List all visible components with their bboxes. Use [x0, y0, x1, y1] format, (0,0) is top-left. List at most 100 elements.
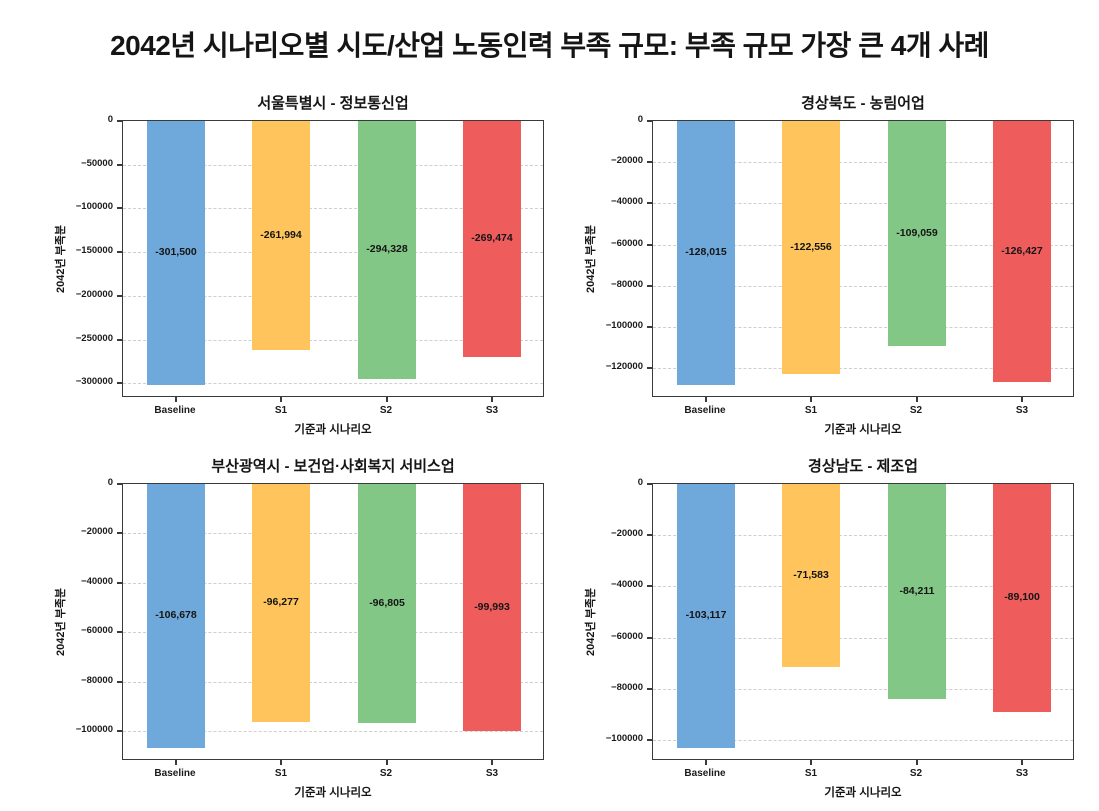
x-tick-label: S2	[379, 768, 393, 779]
bar-baseline	[677, 121, 735, 385]
bar-s2	[888, 121, 946, 346]
bar-value-label: -122,556	[790, 241, 832, 253]
x-tick-mark	[1021, 397, 1023, 402]
bar-s2	[358, 484, 416, 723]
y-tick-label: −80000	[611, 682, 643, 693]
subplot-title: 부산광역시 - 보건업·사회복지 서비스업	[211, 458, 455, 475]
y-axis-label: 2042년 부족분	[55, 587, 67, 656]
x-tick-mark	[1021, 760, 1023, 765]
subplot-1: 서울특별시 - 정보통신업 -301,500 -261,994 -294,328 -26…	[38, 84, 560, 439]
gridline	[123, 296, 543, 297]
y-tick-label: −60000	[611, 631, 643, 642]
subplot-title: 경상남도 - 제조업	[808, 458, 918, 475]
y-tick-label: 0	[637, 114, 643, 125]
gridline	[123, 731, 543, 732]
y-tick-mark	[647, 244, 652, 246]
x-axis-label: 기준과 시나리오	[294, 424, 372, 436]
y-tick-mark	[647, 285, 652, 287]
y-tick-mark	[117, 382, 122, 384]
gridline	[123, 165, 543, 166]
x-tick-mark	[491, 397, 493, 402]
subplot-3: 부산광역시 - 보건업·사회복지 서비스업 -106,678 -96,277 -96,…	[38, 447, 560, 802]
bar-value-label: -126,427	[1001, 245, 1043, 257]
y-tick-label: −20000	[81, 526, 113, 537]
gridline	[123, 252, 543, 253]
y-tick-label: 0	[107, 477, 113, 488]
y-tick-mark	[117, 339, 122, 341]
x-tick-label: S3	[485, 768, 499, 779]
bar-s3	[993, 484, 1051, 712]
bar-value-label: -96,805	[369, 597, 405, 609]
gridline	[123, 583, 543, 584]
y-tick-label: −250000	[75, 333, 113, 344]
plot-area: -301,500 -261,994 -294,328 -269,474	[122, 120, 544, 397]
y-tick-mark	[117, 631, 122, 633]
y-axis-label: 2042년 부족분	[585, 587, 597, 656]
y-tick-label: −120000	[605, 361, 643, 372]
gridline	[653, 245, 1073, 246]
x-axis-label: 기준과 시나리오	[824, 424, 902, 436]
plot-area: -128,015 -122,556 -109,059 -126,427	[652, 120, 1074, 397]
x-tick-label: S1	[804, 405, 818, 416]
x-tick-mark	[175, 397, 177, 402]
y-tick-label: −150000	[75, 245, 113, 256]
x-tick-label: Baseline	[684, 405, 726, 416]
y-tick-mark	[117, 207, 122, 209]
y-tick-label: −200000	[75, 289, 113, 300]
bar-value-label: -269,474	[471, 232, 513, 244]
gridline	[123, 208, 543, 209]
bar-value-label: -106,678	[155, 609, 197, 621]
plot-area: -106,678 -96,277 -96,805 -99,993	[122, 483, 544, 760]
x-tick-label: Baseline	[154, 768, 196, 779]
y-tick-mark	[647, 161, 652, 163]
x-tick-mark	[705, 397, 707, 402]
y-tick-mark	[647, 120, 652, 122]
bar-s1	[252, 484, 310, 722]
gridline	[653, 286, 1073, 287]
bar-s2	[358, 121, 416, 379]
bar-value-label: -261,994	[260, 229, 302, 241]
x-tick-mark	[280, 397, 282, 402]
x-tick-mark	[175, 760, 177, 765]
y-tick-label: −60000	[81, 625, 113, 636]
bar-s1	[252, 121, 310, 350]
x-tick-label: S2	[379, 405, 393, 416]
subplot-4: 경상남도 - 제조업 -103,117 -71,583 -84,211 -89,100 0…	[568, 447, 1090, 802]
gridline	[653, 586, 1073, 587]
y-tick-mark	[647, 534, 652, 536]
y-tick-mark	[117, 295, 122, 297]
x-axis-label: 기준과 시나리오	[824, 787, 902, 799]
x-tick-mark	[810, 397, 812, 402]
bar-value-label: -301,500	[155, 246, 197, 258]
x-tick-mark	[386, 760, 388, 765]
gridline	[653, 162, 1073, 163]
y-tick-label: −20000	[611, 155, 643, 166]
y-tick-label: −80000	[81, 675, 113, 686]
y-tick-label: 0	[107, 114, 113, 125]
x-tick-label: S2	[909, 405, 923, 416]
bar-value-label: -89,100	[1004, 591, 1040, 603]
plot-area: -103,117 -71,583 -84,211 -89,100	[652, 483, 1074, 760]
bar-s3	[993, 121, 1051, 382]
bar-value-label: -84,211	[899, 585, 935, 597]
x-tick-mark	[916, 397, 918, 402]
x-tick-mark	[705, 760, 707, 765]
y-tick-label: −40000	[81, 576, 113, 587]
y-tick-label: −80000	[611, 279, 643, 290]
y-tick-label: 0	[637, 477, 643, 488]
x-tick-mark	[810, 760, 812, 765]
bar-value-label: -99,993	[474, 601, 510, 613]
gridline	[653, 740, 1073, 741]
y-tick-label: −20000	[611, 528, 643, 539]
gridline	[123, 383, 543, 384]
y-tick-label: −300000	[75, 376, 113, 387]
y-tick-label: −40000	[611, 196, 643, 207]
y-tick-label: −60000	[611, 238, 643, 249]
bar-s2	[888, 484, 946, 699]
subplot-title: 경상북도 - 농림어업	[801, 95, 925, 112]
bar-s1	[782, 121, 840, 374]
y-tick-mark	[117, 730, 122, 732]
x-tick-mark	[386, 397, 388, 402]
bar-value-label: -103,117	[685, 609, 727, 621]
bar-baseline	[147, 121, 205, 385]
